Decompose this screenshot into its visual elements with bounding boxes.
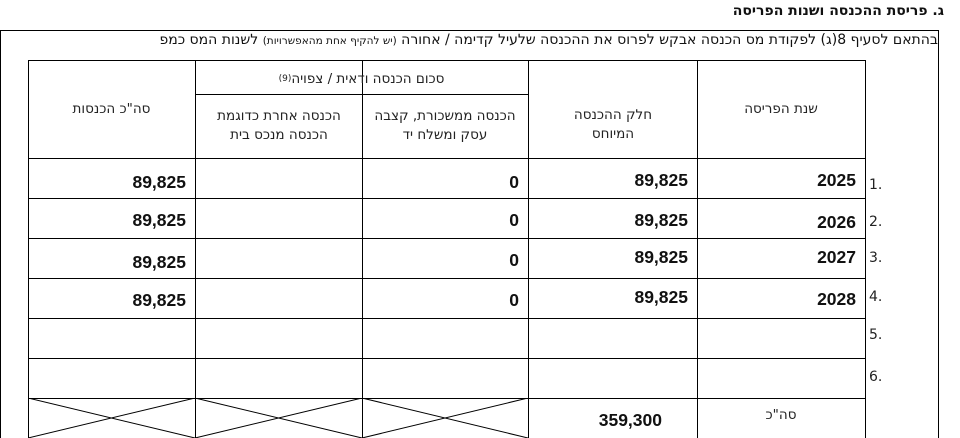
row-2-attributed: 89,825 [634, 210, 688, 230]
intro-note: (יש להקיף אחת מהאפשרויות) [262, 35, 397, 47]
header-year: שנת הפריסה [744, 100, 818, 117]
crossed-out-cells [28, 398, 528, 438]
row-2-year: 2026 [817, 212, 856, 232]
outer-frame-right [938, 30, 939, 438]
header-group: סכום הכנסה ודאית / צפויה (9) [195, 60, 528, 96]
row-number-2: 2. [869, 214, 883, 230]
header-attributed: חלק ההכנסה המיוחס [573, 107, 653, 142]
outer-frame-top [0, 30, 938, 31]
header-group-footnote: (9) [278, 73, 292, 84]
header-total: סה"כ הכנסות [72, 100, 151, 117]
row-number-3: 3. [869, 250, 883, 266]
row-4-total: 89,825 [132, 290, 186, 310]
row-number-4: 4. [869, 289, 883, 305]
row-1-rental: 0 [509, 172, 519, 192]
row-number-5: 5. [869, 327, 883, 343]
row-3-attributed: 89,825 [634, 247, 688, 267]
intro-main: בהתאם לסעיף 8(ג) לפקודת מס הכנסה אבקש לפ… [396, 32, 938, 48]
outer-frame-left [0, 30, 1, 438]
sum-attributed: 359,300 [598, 410, 662, 430]
row-3-total: 89,825 [132, 252, 186, 272]
row-1-total: 89,825 [132, 172, 186, 192]
row-2-total: 89,825 [132, 210, 186, 230]
intro-tail: לשנות המס כמפ [159, 32, 263, 48]
row-number-1: 1. [869, 177, 883, 193]
row-3-year: 2027 [817, 247, 856, 267]
row-4-attributed: 89,825 [634, 287, 688, 307]
intro-text: בהתאם לסעיף 8(ג) לפקודת מס הכנסה אבקש לפ… [159, 32, 938, 48]
header-other: הכנסה אחרת כדוגמת הכנסה מנכס בית [217, 108, 341, 143]
row-4-rental: 0 [509, 290, 519, 310]
section-title: ג. פריסת ההכנסה ושנות הפריסה [732, 3, 944, 19]
row-4-year: 2028 [817, 289, 856, 309]
sum-label: סה"כ [765, 406, 797, 423]
spread-table: שנת הפריסה חלק ההכנסה המיוחס סכום הכנסה … [28, 60, 866, 438]
row-3-rental: 0 [509, 250, 519, 270]
header-rental: הכנסה ממשכורת, קצבה עסק ומשלח יד [374, 108, 516, 143]
header-group-label: סכום הכנסה ודאית / צפויה [291, 70, 445, 87]
row-2-rental: 0 [509, 210, 519, 230]
row-1-attributed: 89,825 [634, 170, 688, 190]
row-1-year: 2025 [817, 170, 856, 190]
row-number-6: 6. [869, 369, 883, 385]
